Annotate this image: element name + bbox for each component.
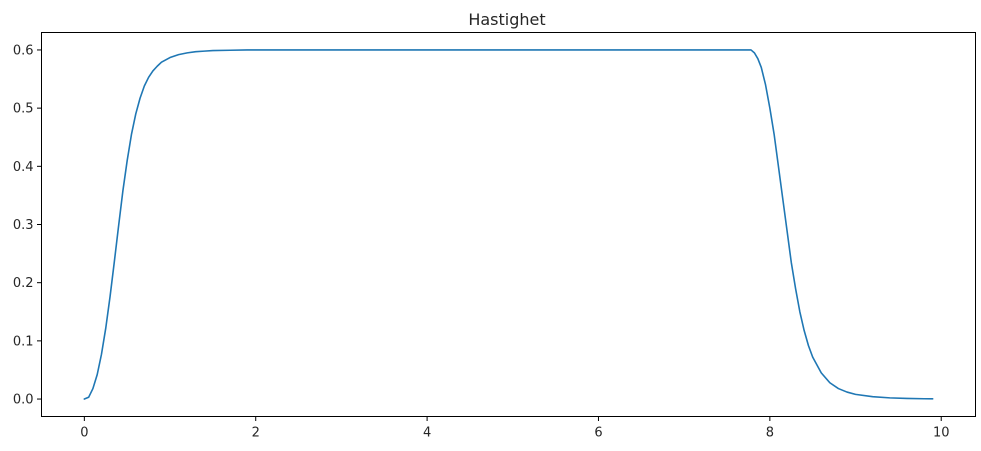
x-axis: 0 2 4 6 8 10 [80, 416, 950, 441]
y-tick-label: 0.3 [13, 218, 34, 233]
chart-title: Hastighet [468, 10, 545, 29]
y-tick-label: 0.5 [13, 102, 34, 117]
x-tick-label: 6 [594, 426, 602, 441]
x-tick-label: 4 [423, 426, 431, 441]
plot-area [83, 49, 934, 400]
y-axis: 0.0 0.1 0.2 0.3 0.4 0.5 0.6 [13, 43, 42, 408]
y-tick-label: 0.2 [13, 276, 34, 291]
series-line-0 [83, 49, 934, 400]
x-tick-label: 8 [766, 426, 774, 441]
y-tick-label: 0.1 [13, 334, 34, 349]
x-tick-label: 2 [252, 426, 260, 441]
y-tick-label: 0.6 [13, 43, 34, 58]
y-tick-label: 0.4 [13, 160, 34, 175]
y-tick-label: 0.0 [13, 393, 34, 408]
x-tick-label: 10 [933, 426, 950, 441]
x-tick-label: 0 [80, 426, 88, 441]
